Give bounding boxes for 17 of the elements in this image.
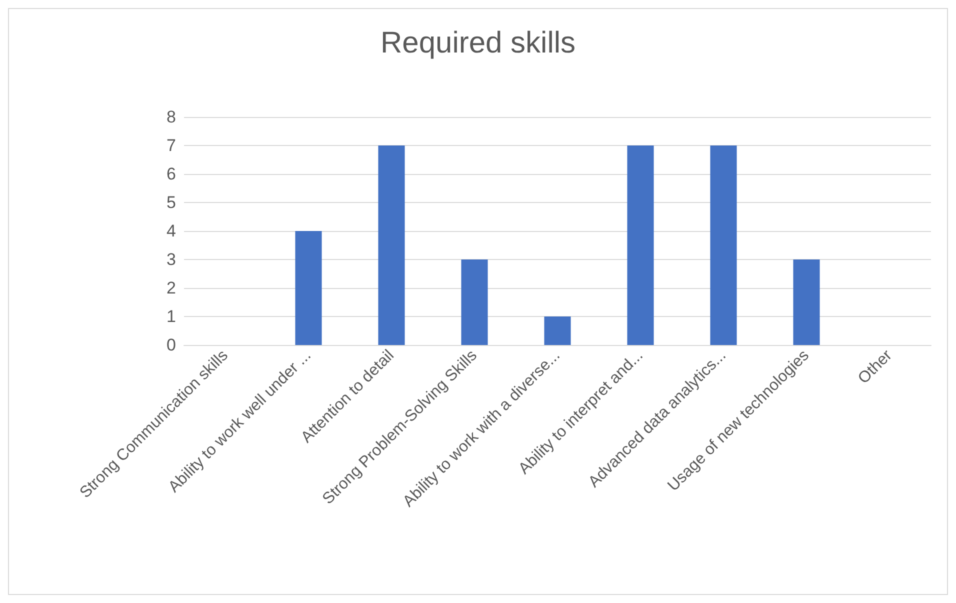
y-tick-label: 3 <box>166 250 176 269</box>
y-tick-label: 5 <box>166 193 176 212</box>
y-tick-label: 1 <box>166 307 176 326</box>
chart-title: Required skills <box>380 26 576 60</box>
bar <box>295 231 322 345</box>
y-tick-label: 2 <box>166 278 176 298</box>
y-tick-label: 4 <box>166 222 176 240</box>
y-tick-label: 7 <box>166 136 176 155</box>
bar <box>793 260 820 345</box>
bar <box>710 146 737 345</box>
bar <box>544 316 571 345</box>
bar <box>627 146 654 345</box>
bar <box>461 260 488 345</box>
y-tick-label: 0 <box>166 336 176 354</box>
y-tick-label: 6 <box>166 164 176 184</box>
bar <box>378 146 405 345</box>
y-tick-label: 8 <box>166 108 176 126</box>
